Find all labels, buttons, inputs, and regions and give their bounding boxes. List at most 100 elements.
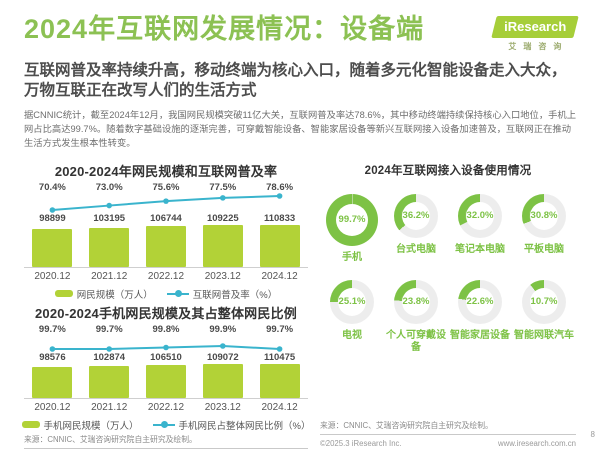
footer-divider xyxy=(24,447,308,449)
left-column: 2020-2024年网民规模和互联网普及率 70.4% 73.0% 75.6% 77.… xyxy=(21,161,310,449)
x-axis-label: 2024.12 xyxy=(261,270,298,282)
donut-cell: 32.0% 笔记本电脑 xyxy=(448,193,512,264)
line-point-label: 99.9% xyxy=(209,323,237,335)
donut-percent: 10.7% xyxy=(530,296,558,308)
donut-ring: 99.7% xyxy=(326,193,378,246)
x-axis-label: 2021.12 xyxy=(91,401,128,413)
mobile-netizen-chart: 2020-2024手机网民规模及其占整体网民比例 99.7% 99.7% 99.8%… xyxy=(21,303,310,432)
donut-ring: 30.8% xyxy=(522,193,566,238)
bar-value-label: 109225 xyxy=(206,212,239,224)
legend-bar-swatch xyxy=(54,290,73,298)
line-point-label: 99.7% xyxy=(95,323,123,335)
page-title: 2024年互联网发展情况：设备端 xyxy=(24,14,425,44)
bar xyxy=(145,226,186,267)
line-point-label: 99.7% xyxy=(266,323,294,335)
bar xyxy=(89,366,130,398)
right-footer: 来源：CNNIC、艾瑞咨询研究院自主研究及绘制。 ©2025.3 iResear… xyxy=(320,420,576,449)
line-point-label: 75.6% xyxy=(152,181,180,193)
source-note: 来源：CNNIC、艾瑞咨询研究院自主研究及绘制。 xyxy=(320,420,493,430)
x-axis-label: 2023.12 xyxy=(204,401,241,413)
donut-ring: 23.8% xyxy=(394,279,438,324)
bar xyxy=(89,227,130,267)
line-dot xyxy=(220,342,226,349)
line-point-label: 77.5% xyxy=(209,181,237,193)
donut-cell: 25.1% 电视 xyxy=(320,279,384,354)
bar xyxy=(202,225,243,267)
x-axis-label: 2022.12 xyxy=(147,270,185,282)
donut-percent: 25.1% xyxy=(338,296,366,308)
legend-label: 互联网普及率（%） xyxy=(192,289,278,301)
line-dot xyxy=(163,198,169,204)
legend-item: 互联网普及率（%） xyxy=(166,287,278,301)
bar-value-label: 110475 xyxy=(263,351,296,363)
donut-percent: 36.2% xyxy=(402,210,430,222)
line-point-label: 78.6% xyxy=(266,181,294,193)
bar-value-label: 98576 xyxy=(39,351,66,363)
bar-value-label: 110833 xyxy=(263,212,296,224)
website-link[interactable]: www.iresearch.com.cn xyxy=(498,438,576,448)
line-dot xyxy=(49,345,56,352)
intro-paragraph: 据CNNIC统计，截至2024年12月，我国网民规模突破11亿大关，互联网普及率… xyxy=(24,109,577,148)
donut-hole: 36.2% xyxy=(402,201,430,230)
line-dot xyxy=(220,194,226,201)
legend-item: 网民规模（万人） xyxy=(54,287,153,301)
donut-device-label: 智能家居设备 xyxy=(450,329,510,341)
legend-line-swatch xyxy=(166,290,189,298)
legend-item: 手机网民占整体网民比例（%） xyxy=(152,418,310,432)
device-usage-donut-grid: 99.7% 手机 36.2% 台式电脑 32.0% 笔记本电脑 30.8% 平板电脑 25.1%… xyxy=(320,193,576,354)
bar xyxy=(202,364,243,398)
bar xyxy=(259,224,300,267)
trend-line xyxy=(49,192,283,213)
line-dot xyxy=(163,344,169,351)
netizen-scale-chart: 2020-2024年网民规模和互联网普及率 70.4% 73.0% 75.6% 77.… xyxy=(24,161,308,301)
logo-band: iResearch xyxy=(491,16,579,38)
legend-label: 手机网民规模（万人） xyxy=(43,420,139,432)
donut-percent: 22.6% xyxy=(466,296,494,308)
chart-plot: 99.7% 99.7% 99.8% 99.9% 99.7% 98576 102874 1065… xyxy=(21,323,310,432)
legend-line-swatch xyxy=(152,421,175,429)
donut-cell: 10.7% 智能网联汽车 xyxy=(512,279,576,354)
donut-ring: 10.7% xyxy=(522,279,566,324)
bar-value-label: 98899 xyxy=(39,212,66,224)
line-point-label: 99.8% xyxy=(152,323,180,335)
line-dot xyxy=(49,206,56,213)
legend-label: 网民规模（万人） xyxy=(76,289,153,301)
donut-cell: 22.6% 智能家居设备 xyxy=(448,279,512,354)
device-usage-title: 2024年互联网接入设备使用情况 xyxy=(364,164,532,177)
line-point-label: 70.4% xyxy=(38,181,66,193)
left-footer: 来源：CNNIC、艾瑞咨询研究院自主研究及绘制。 ©2025.3 iResear… xyxy=(24,434,308,449)
donut-device-label: 平板电脑 xyxy=(524,243,564,255)
line-dot xyxy=(276,345,283,352)
logo-brand-cn: 艾瑞咨询 xyxy=(508,42,569,51)
x-axis-label: 2022.12 xyxy=(147,401,185,413)
bar xyxy=(145,364,186,398)
source-note: 来源：CNNIC、艾瑞咨询研究院自主研究及绘制。 xyxy=(24,434,197,444)
bar-value-label: 106744 xyxy=(150,212,182,224)
legend-item: 手机网民规模（万人） xyxy=(21,418,139,432)
chart-plot: 70.4% 73.0% 75.6% 77.5% 78.6% 98899 103195 1067… xyxy=(24,182,308,301)
line-point-label: 99.7% xyxy=(38,323,66,335)
donut-device-label: 个人可穿戴设备 xyxy=(386,329,446,353)
bar-value-label: 106510 xyxy=(150,351,182,363)
bar-value-label: 102874 xyxy=(93,351,126,363)
logo-brand-text: iResearch xyxy=(503,19,567,34)
trend-line xyxy=(49,342,283,352)
page-number: 8 xyxy=(590,430,595,439)
iresearch-logo: iResearch 艾瑞咨询 xyxy=(491,16,579,52)
donut-cell: 36.2% 台式电脑 xyxy=(384,193,448,264)
donut-hole: 25.1% xyxy=(338,287,366,316)
donut-device-label: 手机 xyxy=(342,251,362,263)
x-axis-label: 2020.12 xyxy=(34,270,71,282)
chart-legend: 网民规模（万人） 互联网普及率（%） xyxy=(24,287,308,301)
donut-hole: 32.0% xyxy=(466,201,494,230)
line-dot xyxy=(276,192,283,199)
x-axis-label: 2021.12 xyxy=(91,270,128,282)
donut-cell: 30.8% 平板电脑 xyxy=(512,193,576,264)
line-point-label: 73.0% xyxy=(95,181,123,193)
donut-percent: 32.0% xyxy=(466,210,494,222)
donut-ring: 36.2% xyxy=(394,193,438,238)
copyright-text: ©2025.3 iResearch Inc. xyxy=(320,438,402,448)
right-column: 2024年互联网接入设备使用情况 99.7% 手机 36.2% 台式电脑 32.0% 笔记… xyxy=(320,161,576,449)
chart-legend: 手机网民规模（万人） 手机网民占整体网民比例（%） xyxy=(21,418,310,432)
